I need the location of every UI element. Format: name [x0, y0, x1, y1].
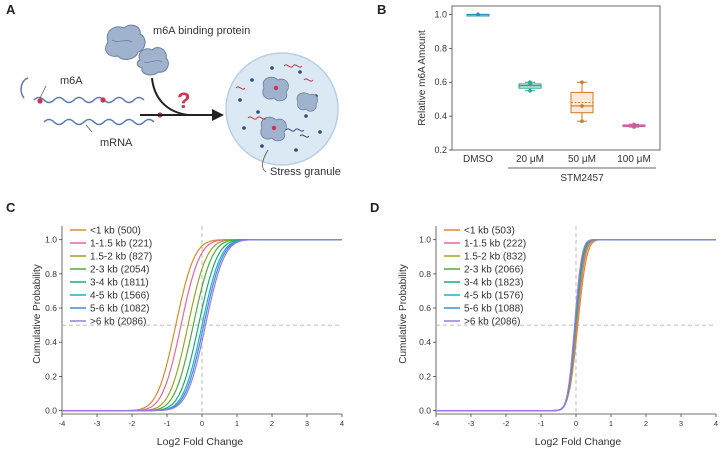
y-tick-label: 0.8 — [45, 269, 57, 279]
panel-b-chart: B Relative m6A Amount 0.2 0.4 0.6 0.8 1.0 DMS… — [377, 2, 661, 184]
y-tick-label: 0.0 — [45, 406, 57, 416]
x-tick-label: 4 — [714, 419, 718, 428]
data-point — [580, 104, 584, 108]
data-point — [528, 88, 532, 93]
x-tick-label: -2 — [503, 419, 510, 428]
x-tick-label: DMSO — [463, 154, 493, 165]
x-tick-label: 1 — [609, 419, 613, 428]
x-axis-label: Log2 Fold Change — [157, 436, 244, 448]
x-tick-label: 20 μM — [516, 154, 544, 165]
x-tick-label: -3 — [468, 419, 475, 428]
legend-label: 1-1.5 kb (222) — [464, 239, 526, 250]
data-point — [476, 12, 480, 17]
legend-label: 1.5-2 kb (827) — [90, 252, 152, 263]
x-tick-label: 3 — [679, 419, 683, 428]
data-point — [528, 80, 532, 85]
binding-protein-icon — [105, 24, 169, 76]
y-tick-label: 0.2 — [434, 145, 447, 155]
legend-label: 3-4 kb (1811) — [90, 278, 149, 289]
y-axis-label: Cumulative Probability — [398, 264, 409, 364]
stress-granule-icon — [225, 52, 339, 173]
legend-label: >6 kb (2086) — [464, 317, 520, 328]
x-tick-label: -4 — [59, 419, 66, 428]
y-tick-label: 0.6 — [419, 303, 431, 313]
legend-label: <1 kb (500) — [90, 226, 141, 237]
x-tick-label: -1 — [538, 419, 545, 428]
panel-b-label: B — [377, 2, 386, 17]
y-tick-label: 0.2 — [419, 371, 431, 381]
plot-frame — [451, 5, 661, 151]
x-tick-label: 0 — [200, 419, 204, 428]
y-tick-label: 0.8 — [434, 43, 447, 53]
mrna-strand-icon — [20, 77, 163, 133]
legend-label: 3-4 kb (1823) — [464, 278, 523, 289]
legend-label: 4-5 kb (1566) — [90, 291, 149, 302]
binding-protein-label: m6A binding protein — [153, 25, 250, 37]
panel-d-label: D — [370, 200, 379, 215]
y-tick-label: 0.4 — [434, 111, 447, 121]
y-tick-label: 0.6 — [434, 77, 447, 87]
panel-d-chart: D Cumulative Probability Log2 Fold Chang… — [370, 200, 718, 448]
y-axis-label: Relative m6A Amount — [417, 30, 428, 126]
panel-c-chart: C Cumulative Probability Log2 Fold Chang… — [6, 200, 344, 448]
y-tick-label: 0.2 — [45, 371, 57, 381]
y-tick-label: 0.0 — [419, 406, 431, 416]
data-point — [580, 119, 584, 123]
stress-granule-label: Stress granule — [270, 166, 341, 178]
x-tick-label: 1 — [235, 419, 239, 428]
legend-label: 1-1.5 kb (221) — [90, 239, 152, 250]
y-tick-label: 1.0 — [419, 235, 431, 245]
legend-label: 4-5 kb (1576) — [464, 291, 523, 302]
y-tick-label: 0.4 — [419, 337, 431, 347]
legend-label: >6 kb (2086) — [90, 317, 146, 328]
x-tick-label: 50 μM — [568, 154, 596, 165]
panel-a: A m6A binding protein m6A mRNA — [6, 2, 341, 178]
x-tick-label: 0 — [574, 419, 578, 428]
x-tick-label: 4 — [340, 419, 344, 428]
group-label: STM2457 — [560, 173, 604, 184]
x-tick-label: -4 — [433, 419, 440, 428]
legend-label: 2-3 kb (2066) — [464, 265, 523, 276]
data-point — [580, 80, 584, 85]
question-mark: ? — [177, 88, 190, 113]
x-tick-label: 2 — [270, 419, 274, 428]
mrna-label: mRNA — [100, 137, 133, 149]
x-tick-label: -2 — [129, 419, 136, 428]
panel-a-label: A — [6, 2, 16, 17]
x-tick-label: 3 — [305, 419, 309, 428]
x-axis-label: Log2 Fold Change — [535, 436, 622, 448]
x-tick-label: -3 — [94, 419, 101, 428]
legend-label: 5-6 kb (1082) — [90, 304, 149, 315]
arrow-icon — [140, 77, 224, 121]
y-axis-label: Cumulative Probability — [32, 264, 43, 364]
m6a-label: m6A — [60, 75, 83, 87]
x-tick-label: 100 μM — [617, 154, 651, 165]
data-point — [632, 122, 636, 127]
y-tick-label: 0.4 — [45, 337, 57, 347]
y-tick-label: 0.8 — [419, 269, 431, 279]
y-tick-label: 0.6 — [45, 303, 57, 313]
series-line — [436, 239, 716, 412]
legend-label: <1 kb (503) — [464, 226, 515, 237]
x-tick-label: 2 — [644, 419, 648, 428]
panel-c-label: C — [6, 200, 16, 215]
series-line — [62, 239, 342, 412]
x-tick-label: -1 — [164, 419, 171, 428]
y-tick-label: 1.0 — [434, 9, 447, 19]
legend-label: 5-6 kb (1088) — [464, 304, 523, 315]
y-tick-label: 1.0 — [45, 235, 57, 245]
legend-label: 1.5-2 kb (832) — [464, 252, 526, 263]
legend-label: 2-3 kb (2054) — [90, 265, 149, 276]
